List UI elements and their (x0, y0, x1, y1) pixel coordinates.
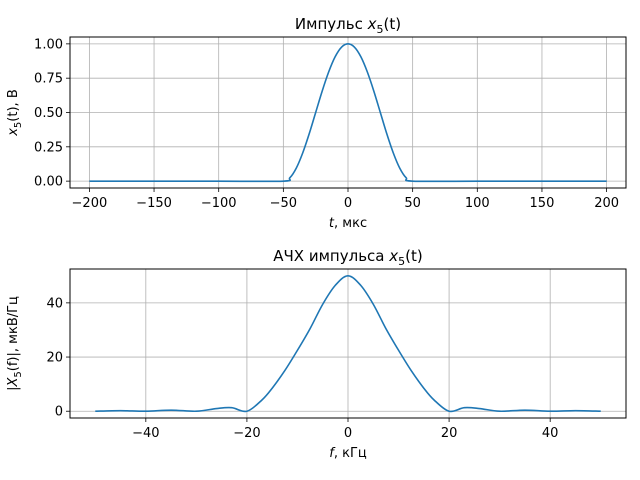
spectrum-chart-title: АЧХ импульса x5(t) (273, 247, 422, 268)
pulse-y-ticks: 0.00 0.25 0.50 0.75 1.00 (34, 37, 70, 190)
pulse-series-line (89, 43, 607, 183)
pulse-x-tick-label: 100 (465, 196, 490, 211)
pulse-y-tick-label: 0.25 (34, 140, 63, 155)
pulse-y-tick-label: 1.00 (34, 37, 63, 52)
spectrum-xlabel-symbol: f (329, 446, 336, 461)
spectrum-x-tick-label: −20 (233, 426, 260, 441)
spectrum-x-ticks: −40 −20 0 20 40 (132, 418, 558, 441)
spectrum-x-tick-label: 0 (344, 426, 352, 441)
pulse-ylabel-subscript: 5 (13, 122, 24, 128)
pulse-x-tick-label: 150 (530, 196, 555, 211)
pulse-x-axis-label: t, мкс (329, 216, 367, 231)
pulse-title-text: Импульс (295, 15, 368, 33)
pulse-ylabel-symbol: x (6, 128, 21, 137)
spectrum-ylabel-subscript: 5 (13, 371, 24, 377)
spectrum-grid (70, 269, 626, 418)
spectrum-ylabel-symbol: X (6, 377, 21, 388)
spectrum-x-tick-label: −40 (132, 426, 159, 441)
pulse-x-tick-label: 200 (594, 196, 619, 211)
pulse-x-tick-label: 50 (404, 196, 421, 211)
pulse-ylabel-unit: , В (6, 89, 21, 106)
pulse-xlabel-symbol: t (329, 216, 335, 231)
spectrum-ylabel-unit: , мкВ/Гц (6, 296, 21, 352)
spectrum-series (95, 274, 601, 413)
spectrum-x-axis-label: f, кГц (329, 446, 367, 461)
spectrum-title-text: АЧХ импульса (273, 247, 389, 265)
pulse-x-ticks: −200 −150 −100 −50 0 50 100 150 200 (72, 188, 619, 211)
pulse-y-tick-label: 0.50 (34, 106, 63, 121)
spectrum-title-args: (t) (405, 247, 423, 265)
spectrum-xlabel-unit: , кГц (334, 446, 367, 461)
spectrum-y-tick-label: 0 (55, 405, 63, 420)
pulse-y-tick-label: 0.75 (34, 72, 63, 87)
spectrum-y-tick-label: 40 (46, 296, 63, 311)
pulse-xlabel-unit: , мкс (334, 216, 367, 231)
pulse-ylabel-args: (t) (6, 106, 21, 121)
spectrum-series-line (95, 274, 601, 413)
pulse-y-tick-label: 0.00 (34, 175, 63, 190)
pulse-x-tick-label: −150 (136, 196, 172, 211)
spectrum-y-axis-label: |X5(f)|, мкВ/Гц (6, 296, 24, 391)
spectrum-title-symbol: x (388, 247, 398, 265)
spectrum-title-subscript: 5 (398, 255, 405, 268)
pulse-x-tick-label: −200 (72, 196, 108, 211)
pulse-title-args: (t) (383, 15, 401, 33)
spectrum-x-tick-label: 20 (441, 426, 458, 441)
pulse-x-tick-label: 0 (344, 196, 352, 211)
spectrum-ylabel-prefix: | (6, 387, 21, 391)
pulse-series (89, 43, 607, 183)
pulse-chart: −200 −150 −100 −50 0 50 100 150 200 0.00 0.25 0.50… (6, 15, 627, 231)
pulse-x-tick-label: −50 (270, 196, 297, 211)
spectrum-y-tick-label: 20 (46, 351, 63, 366)
pulse-title-symbol: x (367, 15, 377, 33)
pulse-title-subscript: 5 (376, 23, 383, 36)
pulse-y-axis-label: x5(t), В (6, 89, 24, 137)
spectrum-y-ticks: 0 20 40 (46, 296, 70, 420)
spectrum-x-tick-label: 40 (542, 426, 559, 441)
pulse-x-tick-label: −100 (201, 196, 237, 211)
pulse-chart-title: Импульс x5(t) (295, 15, 401, 36)
spectrum-ylabel-args: (f)| (6, 352, 21, 371)
